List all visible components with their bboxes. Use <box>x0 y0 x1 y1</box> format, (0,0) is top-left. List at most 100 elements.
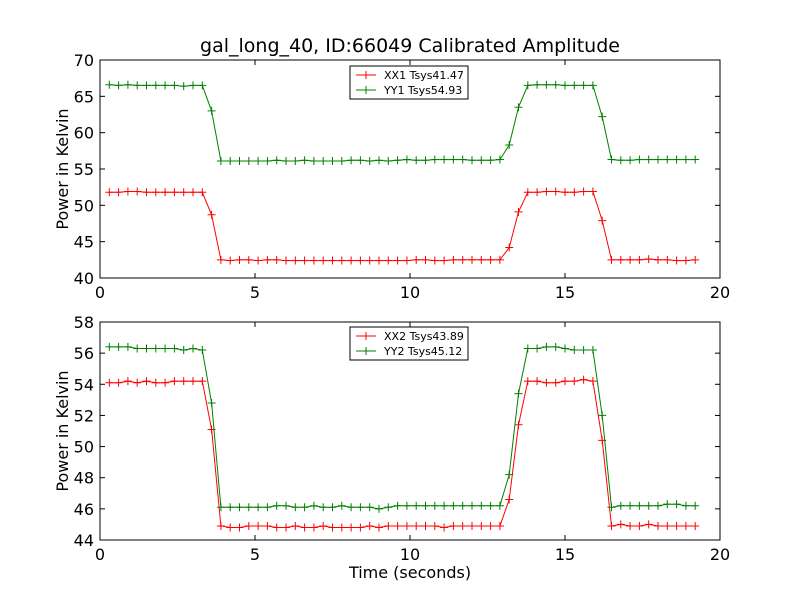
x-axis-label: Time (seconds) <box>348 563 471 582</box>
data-point <box>114 188 123 197</box>
data-point <box>505 470 514 479</box>
data-point <box>347 503 356 512</box>
data-point <box>365 521 374 530</box>
data-point <box>542 378 551 387</box>
y-tick-label: 52 <box>74 406 94 425</box>
data-point <box>430 501 439 510</box>
y-tick-label: 46 <box>74 500 94 519</box>
data-point <box>421 501 430 510</box>
data-point <box>616 501 625 510</box>
legend-marker <box>362 86 370 94</box>
data-point <box>514 420 523 429</box>
data-point <box>691 155 700 164</box>
legend-label: YY1 Tsys54.93 <box>383 84 462 97</box>
data-point <box>319 256 328 265</box>
data-point <box>561 344 569 353</box>
data-point <box>272 156 281 165</box>
data-point <box>551 342 560 351</box>
data-point <box>300 523 309 532</box>
data-point <box>402 501 411 510</box>
data-point <box>579 187 588 196</box>
data-point <box>672 500 681 509</box>
y-tick-label: 65 <box>74 87 94 106</box>
data-point <box>263 503 272 512</box>
y-tick-label: 50 <box>74 196 94 215</box>
x-tick-label: 5 <box>250 283 260 302</box>
x-tick-label: 20 <box>710 545 730 564</box>
data-point <box>588 187 597 196</box>
data-point <box>282 256 290 265</box>
series-line <box>109 346 696 510</box>
data-point <box>570 346 579 355</box>
data-point <box>114 378 123 387</box>
data-point <box>681 501 690 510</box>
data-point <box>607 503 616 512</box>
data-point <box>226 503 235 512</box>
data-point <box>468 156 476 165</box>
data-point <box>412 156 421 165</box>
data-point <box>254 521 263 530</box>
series-line <box>109 379 696 529</box>
data-point <box>393 256 402 265</box>
data-point <box>449 255 458 264</box>
data-point <box>570 377 579 386</box>
series-line <box>109 191 696 262</box>
data-point <box>412 255 421 264</box>
data-point <box>430 256 439 265</box>
legend-box <box>349 65 469 100</box>
data-point <box>458 501 467 510</box>
data-point <box>319 157 328 166</box>
data-point <box>244 503 253 512</box>
data-point <box>207 210 216 219</box>
data-point <box>421 521 430 530</box>
data-point <box>430 521 439 530</box>
data-point <box>514 103 523 112</box>
data-point <box>226 157 235 166</box>
y-tick-label: 48 <box>74 469 94 488</box>
data-point <box>588 377 597 386</box>
data-point <box>151 81 160 90</box>
data-point <box>179 82 188 91</box>
data-point <box>412 501 421 510</box>
data-point <box>170 188 179 197</box>
data-point <box>375 156 383 165</box>
top-subplot: 0 5 10 15 20 40 45 50 55 60 65 70 gal_long_40, ID:66… <box>53 35 730 302</box>
data-point <box>551 80 560 89</box>
data-point <box>477 156 486 165</box>
data-point <box>449 501 458 510</box>
data-point <box>458 255 467 264</box>
data-point <box>133 187 142 196</box>
data-point <box>440 523 449 532</box>
x-tick-label: 15 <box>555 545 575 564</box>
data-point <box>570 188 579 197</box>
data-point <box>123 80 132 89</box>
data-point <box>486 255 495 264</box>
y-tick-label: 45 <box>74 233 94 252</box>
data-point <box>365 157 374 166</box>
y-tick-label: 54 <box>74 375 94 394</box>
data-point <box>561 81 569 90</box>
data-point <box>244 521 253 530</box>
legend-entry: XX1 Tsys41.47 <box>356 69 464 82</box>
data-point <box>644 501 653 510</box>
data-point <box>337 157 346 166</box>
data-point <box>347 523 356 532</box>
data-point <box>375 504 383 513</box>
data-point <box>161 344 170 353</box>
data-point <box>635 155 644 164</box>
data-point <box>561 188 569 197</box>
data-point <box>551 187 560 196</box>
data-point <box>105 342 114 351</box>
legend-marker <box>362 347 370 355</box>
data-point <box>588 81 597 90</box>
data-point <box>179 377 188 386</box>
data-point <box>384 503 393 512</box>
y-tick-label: 70 <box>74 51 94 70</box>
data-point <box>272 523 281 532</box>
data-point <box>263 255 272 264</box>
data-point <box>198 188 207 197</box>
data-point <box>356 523 365 532</box>
y-tick-label: 44 <box>74 531 94 550</box>
data-point <box>328 256 337 265</box>
series-1-1 <box>105 187 700 265</box>
